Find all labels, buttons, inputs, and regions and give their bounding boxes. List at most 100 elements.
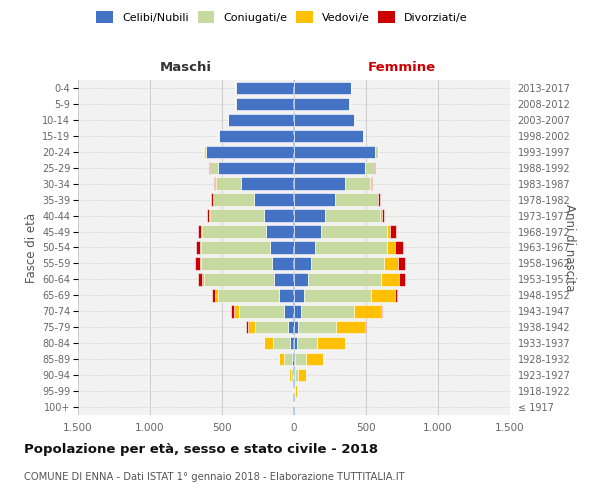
Bar	[231, 305, 234, 318]
Bar	[197, 226, 201, 238]
Bar	[206, 146, 294, 158]
Bar	[236, 98, 294, 110]
Bar	[248, 321, 255, 334]
Bar	[294, 257, 311, 270]
Bar	[294, 210, 325, 222]
Bar	[398, 257, 405, 270]
Bar	[301, 305, 354, 318]
Bar	[294, 98, 349, 110]
Bar	[294, 162, 365, 174]
Bar	[390, 226, 396, 238]
Bar	[280, 353, 284, 366]
Bar	[255, 321, 287, 334]
Bar	[295, 385, 296, 398]
Bar	[211, 194, 213, 206]
Bar	[371, 289, 395, 302]
Bar	[294, 321, 298, 334]
Y-axis label: Fasce di età: Fasce di età	[25, 212, 38, 282]
Bar	[239, 305, 284, 318]
Bar	[395, 242, 403, 254]
Legend: Celibi/Nubili, Coniugati/e, Vedovi/e, Divorziati/e: Celibi/Nubili, Coniugati/e, Vedovi/e, Di…	[93, 8, 471, 26]
Bar	[279, 289, 294, 302]
Bar	[207, 210, 209, 222]
Bar	[387, 242, 395, 254]
Bar	[247, 321, 248, 334]
Text: Maschi: Maschi	[160, 60, 212, 74]
Bar	[212, 289, 215, 302]
Bar	[336, 321, 365, 334]
Bar	[204, 273, 274, 285]
Bar	[201, 257, 272, 270]
Bar	[198, 273, 202, 285]
Bar	[294, 194, 335, 206]
Bar	[254, 194, 294, 206]
Bar	[298, 369, 306, 382]
Bar	[274, 273, 294, 285]
Bar	[294, 337, 296, 349]
Bar	[266, 226, 294, 238]
Bar	[294, 226, 320, 238]
Bar	[380, 210, 382, 222]
Bar	[399, 273, 404, 285]
Bar	[315, 242, 387, 254]
Bar	[295, 353, 305, 366]
Bar	[202, 226, 266, 238]
Bar	[214, 178, 215, 190]
Bar	[304, 289, 371, 302]
Bar	[384, 257, 398, 270]
Bar	[294, 273, 308, 285]
Bar	[273, 337, 290, 349]
Bar	[308, 273, 381, 285]
Bar	[365, 162, 374, 174]
Bar	[294, 130, 363, 142]
Text: Femmine: Femmine	[368, 60, 436, 74]
Bar	[294, 242, 315, 254]
Bar	[374, 146, 378, 158]
Bar	[229, 114, 294, 126]
Bar	[215, 289, 218, 302]
Bar	[264, 337, 265, 349]
Bar	[241, 178, 294, 190]
Bar	[381, 273, 399, 285]
Bar	[214, 194, 254, 206]
Bar	[294, 289, 304, 302]
Bar	[325, 210, 380, 222]
Text: COMUNE DI ENNA - Dati ISTAT 1° gennaio 2018 - Elaborazione TUTTITALIA.IT: COMUNE DI ENNA - Dati ISTAT 1° gennaio 2…	[24, 472, 404, 482]
Bar	[295, 369, 298, 382]
Text: Popolazione per età, sesso e stato civile - 2018: Popolazione per età, sesso e stato civil…	[24, 442, 378, 456]
Bar	[265, 337, 273, 349]
Bar	[345, 178, 370, 190]
Bar	[210, 210, 264, 222]
Bar	[200, 257, 201, 270]
Bar	[317, 337, 345, 349]
Bar	[294, 114, 355, 126]
Bar	[294, 305, 301, 318]
Bar	[294, 146, 374, 158]
Bar	[298, 321, 336, 334]
Bar	[291, 369, 293, 382]
Bar	[218, 162, 294, 174]
Bar	[215, 178, 241, 190]
Bar	[287, 321, 294, 334]
Bar	[363, 130, 364, 142]
Bar	[284, 353, 292, 366]
Bar	[320, 226, 387, 238]
Bar	[289, 369, 291, 382]
Bar	[218, 289, 279, 302]
Bar	[272, 257, 294, 270]
Bar	[234, 305, 239, 318]
Bar	[203, 146, 206, 158]
Bar	[296, 337, 317, 349]
Bar	[395, 289, 397, 302]
Bar	[335, 194, 377, 206]
Bar	[365, 321, 366, 334]
Bar	[354, 305, 381, 318]
Bar	[201, 226, 202, 238]
Bar	[219, 130, 294, 142]
Bar	[290, 337, 294, 349]
Bar	[294, 178, 345, 190]
Bar	[381, 305, 382, 318]
Bar	[294, 82, 351, 94]
Bar	[201, 242, 269, 254]
Bar	[311, 257, 384, 270]
